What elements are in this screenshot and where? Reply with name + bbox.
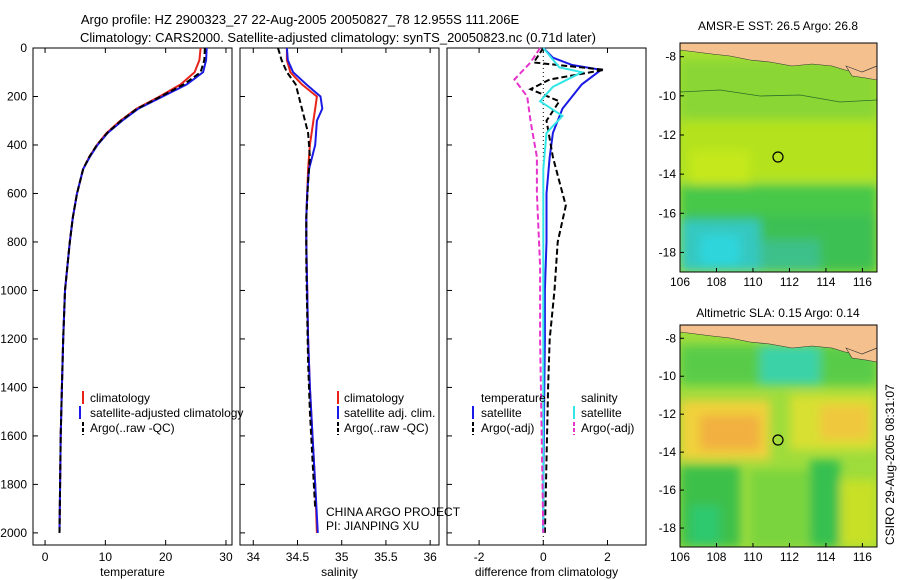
map-x-tick-label: 114 — [816, 275, 835, 289]
series-line-satellite — [538, 47, 585, 533]
temperature-panel: 0 10 20 30 0 200 400 600 800 1000 1200 1400 1600 1800… — [0, 41, 233, 579]
salinity-panel: 34 34.5 35 35.5 36 salinity — [239, 47, 440, 579]
axes-frame — [32, 47, 233, 546]
x-tick-label: 0 — [42, 550, 49, 564]
y-tick-label: 2000 — [0, 526, 27, 540]
y-tick-label: 1000 — [0, 283, 27, 297]
axes-frame — [239, 47, 440, 546]
sst-map — [680, 43, 877, 272]
y-tick-label: 1600 — [0, 429, 27, 443]
legend-label: Argo(-adj) — [481, 421, 534, 435]
legend-label: climatology — [90, 391, 150, 405]
series-line-satellite-adjusted-climatology — [58, 47, 208, 533]
series-line-argo-adj- — [513, 47, 545, 533]
map-y-tick-label: -18 — [659, 521, 677, 535]
map-x-tick-label: 110 — [743, 550, 762, 564]
temperature-legend: climatology satellite-adjusted climatolo… — [79, 391, 243, 435]
x-axis-label: salinity — [321, 565, 358, 579]
argo-position-marker — [772, 151, 784, 163]
legend-label: Argo(..raw -QC) — [90, 421, 175, 435]
sla-map — [680, 325, 877, 547]
x-tick-label: 35.5 — [374, 550, 398, 564]
map-x-tick-label: 112 — [780, 275, 799, 289]
map-y-tick-label: -10 — [659, 369, 677, 383]
y-tick-label: 0 — [20, 41, 27, 55]
header-line1: Argo profile: HZ 2900323_27 22-Aug-2005 … — [81, 12, 520, 27]
x-tick-label: 36 — [423, 550, 437, 564]
sst-map-frame — [679, 42, 878, 273]
legend-label: satellite-adjusted climatology — [90, 406, 243, 420]
salinity-legend: climatology satellite adj. clim. Argo(..… — [337, 391, 435, 435]
argo-position-marker — [772, 434, 784, 446]
y-tick-label: 1400 — [0, 380, 27, 394]
sla-map-frame — [679, 324, 878, 548]
sst-map-axes: 106 108 110 112 114 116 -8 -10 -12 -14 -16 -18 — [659, 50, 873, 289]
legend-label: climatology — [344, 391, 404, 405]
x-axis-label: difference from climatology — [475, 565, 618, 579]
difference-legend: temperature satellite Argo(-adj) salinit… — [472, 391, 634, 435]
map-y-tick-label: -16 — [659, 483, 677, 497]
map-x-tick-label: 116 — [853, 275, 872, 289]
map-x-tick-label: 106 — [670, 550, 690, 564]
project-note: CHINA ARGO PROJECT — [326, 505, 461, 519]
legend-label: Argo(-adj) — [581, 421, 634, 435]
map-x-tick-label: 116 — [853, 550, 872, 564]
series-line-argo-raw-qc- — [277, 47, 317, 509]
map-y-tick-label: -8 — [665, 331, 676, 345]
legend-label: Argo(..raw -QC) — [344, 421, 429, 435]
x-tick-label: -2 — [474, 550, 485, 564]
series-line-climatology — [58, 47, 202, 533]
x-tick-label: 34 — [247, 550, 261, 564]
map-x-tick-label: 110 — [743, 275, 762, 289]
header-line2: Climatology: CARS2000. Satellite-adjuste… — [80, 30, 596, 45]
sla-map-axes: 106 108 110 112 114 116 -8 -10 -12 -14 -16 -18 — [659, 331, 873, 564]
y-tick-label: 400 — [7, 138, 27, 152]
map-y-tick-label: -12 — [659, 407, 677, 421]
x-tick-label: 20 — [159, 550, 173, 564]
map-y-tick-label: -8 — [665, 50, 676, 64]
map-title-sla: Altimetric SLA: 0.15 Argo: 0.14 — [696, 306, 860, 320]
y-tick-label: 600 — [7, 186, 27, 200]
map-x-tick-label: 108 — [706, 550, 726, 564]
map-x-tick-label: 106 — [670, 275, 690, 289]
x-tick-label: 34.5 — [286, 550, 310, 564]
legend-heading-salinity: salinity — [581, 391, 618, 405]
map-y-tick-label: -10 — [659, 89, 677, 103]
map-x-tick-label: 108 — [706, 275, 726, 289]
y-tick-label: 1800 — [0, 477, 27, 491]
series-line-satellite — [542, 47, 604, 533]
y-tick-label: 800 — [7, 235, 27, 249]
legend-heading-temperature: temperature — [481, 391, 546, 405]
axes-frame — [446, 47, 647, 546]
legend-label: satellite — [481, 406, 522, 420]
legend-label: satellite — [581, 406, 622, 420]
y-tick-label: 200 — [7, 89, 27, 103]
map-y-tick-label: -12 — [659, 128, 677, 142]
y-tick-label: 1200 — [0, 332, 27, 346]
map-x-tick-label: 114 — [816, 550, 835, 564]
x-tick-label: 2 — [604, 550, 611, 564]
pi-note: PI: JIANPING XU — [326, 519, 419, 533]
series-line-satellite-adj-clim- — [285, 47, 324, 533]
x-tick-label: 10 — [99, 550, 113, 564]
x-axis-label: temperature — [100, 565, 165, 579]
map-y-tick-label: -18 — [659, 245, 677, 259]
map-y-tick-label: -14 — [659, 445, 677, 459]
x-tick-label: 30 — [219, 550, 233, 564]
map-x-tick-label: 112 — [780, 550, 799, 564]
map-y-tick-label: -16 — [659, 206, 677, 220]
legend-label: satellite adj. clim. — [344, 406, 435, 420]
series-line-argo-raw-qc- — [58, 47, 206, 533]
side-timestamp-label: CSIRO 29-Aug-2005 08:31:07 — [883, 384, 897, 545]
x-tick-label: 35 — [335, 550, 349, 564]
map-y-tick-label: -14 — [659, 167, 677, 181]
x-tick-label: 0 — [540, 550, 547, 564]
map-title-sst: AMSR-E SST: 26.5 Argo: 26.8 — [698, 19, 858, 33]
